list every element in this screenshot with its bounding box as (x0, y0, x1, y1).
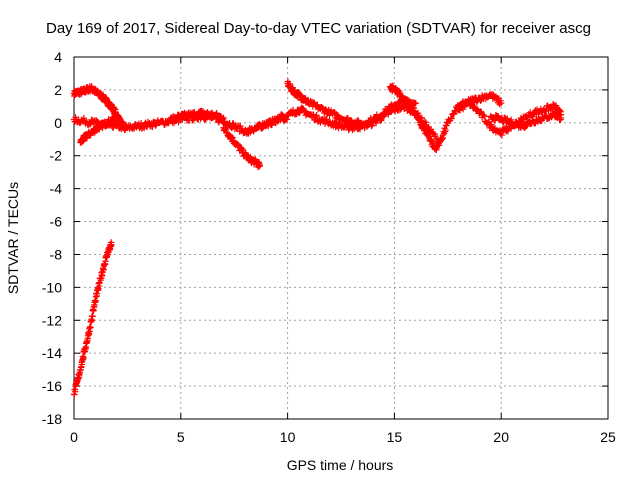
data-point (283, 116, 291, 123)
series-evening-rise (241, 111, 287, 137)
data-point (116, 124, 123, 132)
data-point (227, 124, 235, 131)
data-point (507, 116, 515, 124)
data-point (194, 113, 201, 120)
data-point (93, 292, 101, 300)
data-point (480, 111, 487, 119)
data-points (70, 78, 565, 398)
series-upper-branch (70, 83, 129, 134)
data-point (420, 118, 428, 125)
data-point (72, 388, 79, 395)
data-point (87, 324, 94, 331)
plot-frame (73, 56, 609, 420)
y-tick-label: -14 (42, 345, 62, 361)
x-tick-label: 15 (387, 429, 403, 445)
y-tick-label: -12 (42, 312, 62, 328)
data-point (319, 105, 326, 112)
data-point (114, 120, 121, 127)
data-point (80, 115, 88, 122)
data-point (80, 354, 87, 361)
data-point (498, 99, 505, 107)
y-tick-label: -4 (50, 181, 63, 197)
data-point (318, 104, 326, 111)
data-point (108, 119, 115, 126)
grid-lines (74, 57, 608, 419)
data-point (504, 126, 511, 133)
x-tick-label: 0 (70, 429, 78, 445)
series-end-lower (487, 109, 565, 131)
data-point (488, 91, 496, 98)
y-tick-label: -8 (50, 246, 63, 262)
data-point (314, 101, 321, 108)
data-point (541, 111, 548, 119)
series-steep-line (70, 239, 115, 398)
data-point (498, 131, 506, 139)
data-point (300, 107, 308, 114)
y-tick-label: -6 (50, 214, 63, 230)
data-point (368, 122, 375, 130)
data-point (219, 116, 226, 123)
data-point (354, 117, 361, 124)
data-point (312, 113, 320, 120)
data-point (109, 124, 117, 132)
data-point (113, 114, 120, 122)
data-point (473, 98, 480, 106)
data-point (450, 110, 458, 118)
data-point (108, 241, 115, 248)
data-point (448, 115, 455, 122)
series-evening-dip (220, 124, 264, 171)
series-night-segment-2 (280, 101, 441, 145)
data-point (484, 120, 491, 127)
data-point (523, 122, 530, 130)
series-night-segment-1 (284, 78, 419, 129)
y-tick-label: 4 (54, 49, 62, 65)
data-point (89, 313, 96, 320)
data-point (432, 132, 439, 140)
y-tick-label: -18 (42, 411, 62, 427)
x-tick-label: 25 (600, 429, 616, 445)
y-tick-label: 2 (54, 82, 62, 98)
data-point (557, 114, 565, 122)
x-axis-label: GPS time / hours (287, 457, 394, 473)
data-point (313, 112, 320, 119)
x-tick-label: 10 (280, 429, 296, 445)
chart-title: Day 169 of 2017, Sidereal Day-to-day VTE… (46, 20, 591, 37)
data-point (497, 130, 504, 137)
data-point (481, 113, 488, 120)
data-point (85, 331, 93, 338)
y-tick-label: 0 (54, 115, 62, 131)
data-point (296, 109, 304, 116)
data-point (545, 107, 552, 114)
data-point (496, 100, 503, 108)
data-point (220, 114, 227, 122)
x-tick-label: 20 (493, 429, 509, 445)
data-point (149, 123, 156, 130)
data-point (191, 109, 198, 116)
data-point (422, 119, 429, 126)
axis-ticks: 0 5 10 15 20 25 -18 -16 -14 -12 -10 -8 -6 -4 -2 0 2 4 (42, 49, 616, 445)
data-point (86, 121, 94, 128)
y-tick-label: -10 (42, 279, 62, 295)
data-point (152, 122, 159, 129)
data-point (491, 117, 499, 124)
x-tick-label: 5 (177, 429, 185, 445)
data-point (189, 116, 197, 124)
data-point (256, 162, 264, 169)
data-point (477, 108, 484, 115)
y-tick-label: -2 (50, 148, 63, 164)
series-late-segment (386, 82, 505, 154)
y-axis-label: SDTVAR / TECUs (5, 182, 21, 294)
y-tick-label: -16 (42, 378, 62, 394)
data-point (380, 113, 387, 120)
series-midday-upper (166, 107, 227, 124)
